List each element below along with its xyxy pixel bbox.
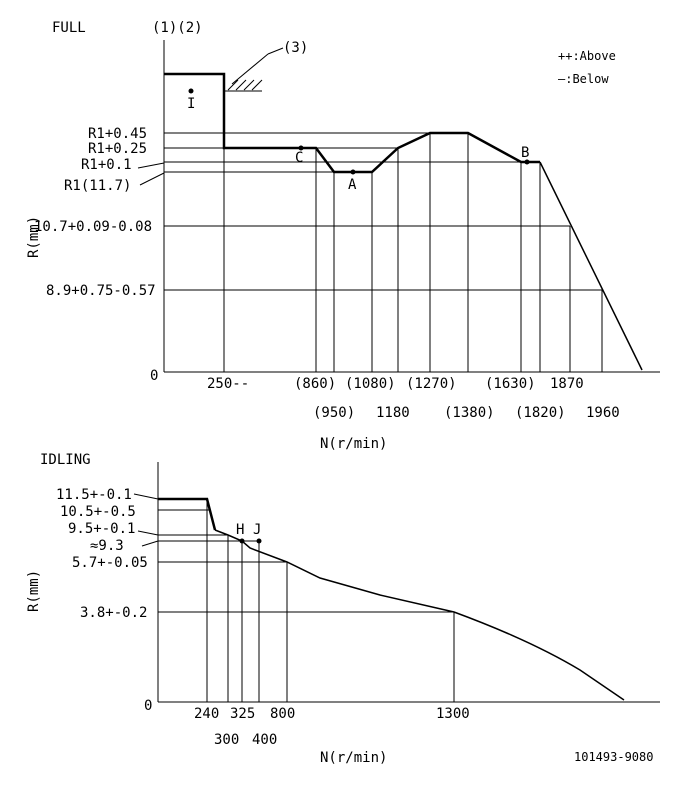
idl-y-tick-9-3: ≈9.3 xyxy=(90,538,124,554)
point-i-marker xyxy=(188,88,194,94)
full-y-axis-label: R(mm) xyxy=(26,216,42,258)
full-x-tick-1080: (1080) xyxy=(345,376,396,392)
idl-y-tick-10-5: 10.5+-0.5 xyxy=(60,504,136,520)
idl-y-tick-11-5: 11.5+-0.1 xyxy=(56,487,132,503)
note-3-leader xyxy=(231,53,269,85)
legend-below: —:Below xyxy=(558,72,609,86)
point-c-label: C xyxy=(295,150,303,166)
idl-y-tick-zero: 0 xyxy=(144,698,152,714)
idling-y-axis-label: R(mm) xyxy=(26,570,42,612)
idling-title: IDLING xyxy=(40,452,91,468)
idl-x-tick-1300: 1300 xyxy=(436,706,470,722)
idl-x-tick-240: 240 xyxy=(194,706,219,722)
idling-x-axis-label: N(r/min) xyxy=(320,750,387,766)
idl-9-3-leader xyxy=(141,540,159,547)
full-x-tick-860: (860) xyxy=(294,376,336,392)
full-y-tick-r1-01: R1+0.1 xyxy=(81,157,132,173)
legend-above: ++:Above xyxy=(558,49,616,63)
full-x-tick-1270: (1270) xyxy=(406,376,457,392)
idling-vertical-refs xyxy=(206,499,455,702)
idl-9-5-leader xyxy=(137,530,159,536)
note-3-leader-end xyxy=(267,47,284,55)
full-y-tick-r1-025: R1+0.25 xyxy=(88,141,147,157)
full-y-tick-10-7: 10.7+0.09-0.08 xyxy=(34,219,152,235)
full-x-tick-1870: 1870 xyxy=(550,376,584,392)
full-y-tick-r1: R1(11.7) xyxy=(64,178,131,194)
r1-01-leader xyxy=(137,162,165,169)
point-j-marker xyxy=(256,538,262,544)
full-x-axis-label: N(r/min) xyxy=(320,436,387,452)
idl-y-tick-9-5: 9.5+-0.1 xyxy=(68,521,135,537)
idl-y-tick-5-7: 5.7+-0.05 xyxy=(72,555,148,571)
full-y-tick-8-9: 8.9+0.75-0.57 xyxy=(46,283,156,299)
full-curve xyxy=(164,72,540,174)
full-x-tick-1630: (1630) xyxy=(485,376,536,392)
full-x-tick-1380: (1380) xyxy=(444,405,495,421)
note-3-label: (3) xyxy=(283,40,308,56)
full-y-tick-zero: 0 xyxy=(150,368,158,384)
idling-curve xyxy=(214,529,625,701)
idl-x-tick-325: 325 xyxy=(230,706,255,722)
full-top-marks: (1)(2) xyxy=(152,20,203,36)
full-title: FULL xyxy=(52,20,86,36)
idl-x-tick-300: 300 xyxy=(214,732,239,748)
point-b-label: B xyxy=(521,145,529,161)
idling-curve-flat xyxy=(158,497,217,531)
full-vertical-refs xyxy=(223,133,603,372)
full-y-tick-r1-045: R1+0.45 xyxy=(88,126,147,142)
idl-x-tick-800: 800 xyxy=(270,706,295,722)
full-x-tick-1180: 1180 xyxy=(376,405,410,421)
full-curve-droop xyxy=(539,161,643,371)
point-a-label: A xyxy=(348,177,357,193)
point-h-marker xyxy=(239,538,245,544)
point-j-label: J xyxy=(253,522,261,538)
r1-leader xyxy=(139,172,165,186)
point-b-marker xyxy=(524,159,530,165)
hatch-marks xyxy=(227,79,263,91)
full-x-tick-950: (950) xyxy=(313,405,355,421)
point-a-marker xyxy=(350,169,356,175)
full-x-tick-1960: 1960 xyxy=(586,405,620,421)
idl-11-5-leader xyxy=(133,493,159,500)
point-i-label: I xyxy=(187,96,195,112)
full-x-tick-250: 250-- xyxy=(207,376,249,392)
idl-y-tick-3-8: 3.8+-0.2 xyxy=(80,605,147,621)
point-h-label: H xyxy=(236,522,244,538)
idl-x-tick-400: 400 xyxy=(252,732,277,748)
full-x-tick-1820: (1820) xyxy=(515,405,566,421)
doc-number: 101493-9080 xyxy=(574,750,653,764)
point-c-marker xyxy=(298,145,304,151)
